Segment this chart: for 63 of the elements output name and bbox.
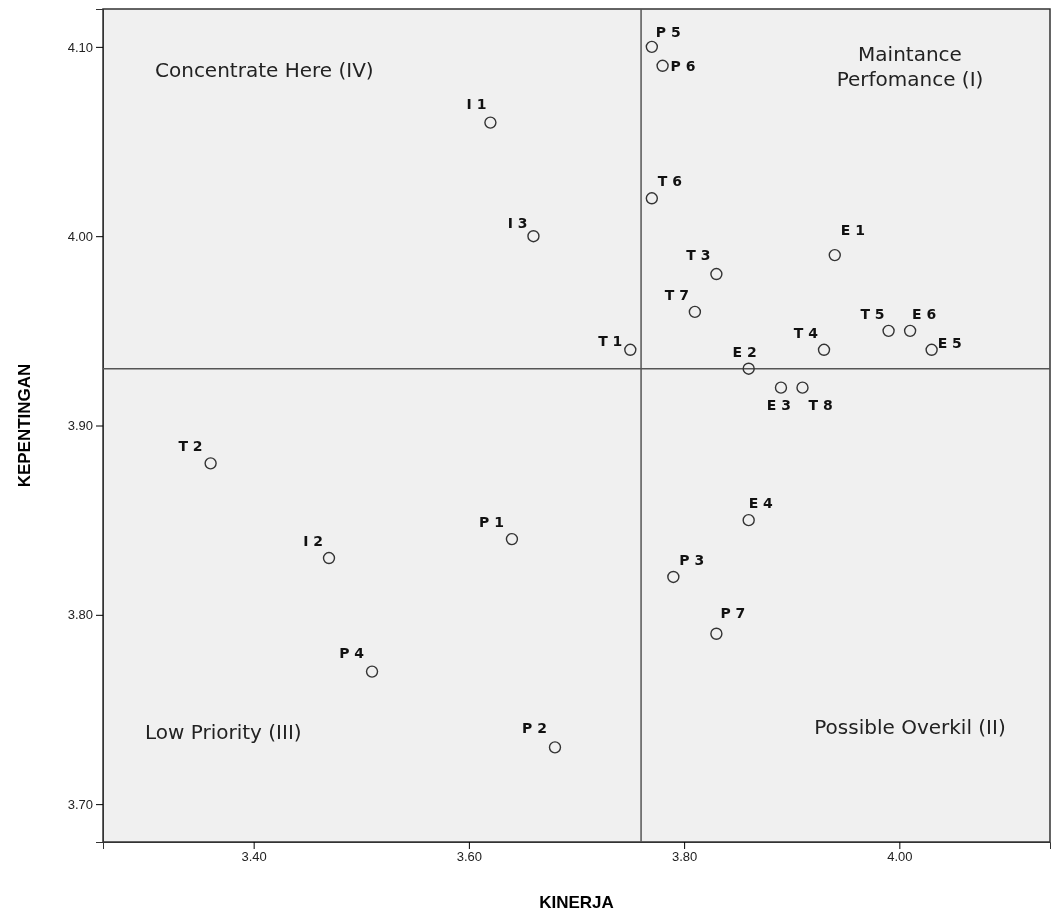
annotation: Possible Overkil (II) (814, 715, 1006, 739)
y-tick-label: 4.00 (67, 228, 93, 244)
point (505, 532, 519, 546)
point (903, 324, 917, 338)
point (796, 381, 809, 394)
annotation: P 7 (720, 604, 746, 621)
point (645, 40, 659, 54)
point (204, 457, 217, 470)
x-tick-label: 3.60 (456, 849, 483, 865)
x-axis-title: KINERJA (539, 893, 614, 912)
point (828, 248, 841, 262)
point (656, 59, 669, 72)
annotation: E 1 (840, 222, 865, 239)
y-tick-label: 4.10 (67, 39, 93, 55)
point (817, 343, 831, 356)
annotation: T 4 (793, 324, 819, 341)
annotation: T 8 (808, 396, 833, 413)
point (742, 362, 755, 375)
point (667, 570, 680, 584)
x-tick-label: 4.00 (887, 849, 913, 865)
annotation: E 5 (937, 334, 962, 351)
annotation: P 5 (655, 23, 681, 40)
point (365, 665, 379, 678)
annotation: P 3 (679, 551, 705, 568)
annotation: P 1 (479, 514, 504, 531)
point (645, 192, 659, 205)
point (527, 229, 540, 243)
annotation: P 6 (670, 57, 696, 74)
annotation: I 3 (507, 215, 528, 232)
annotation: T 6 (657, 173, 682, 190)
point (688, 305, 702, 319)
point (710, 627, 723, 640)
y-tick-label: 3.80 (67, 607, 93, 623)
annotation: T 3 (686, 247, 711, 264)
point (484, 116, 497, 129)
y-axis-title: KEPENTINGAN (15, 363, 34, 488)
annotation: P 2 (522, 720, 547, 737)
point (925, 343, 938, 356)
y-tick-label: 3.70 (67, 796, 93, 812)
annotation: Low Priority (III) (145, 720, 302, 744)
annotation: T 5 (860, 305, 885, 322)
point (624, 343, 637, 356)
annotation: Maintance Perfomance (I) (836, 42, 984, 91)
x-tick-label: 3.40 (241, 849, 267, 865)
annotation: I 1 (466, 95, 487, 112)
point (882, 324, 895, 338)
annotation: P 4 (339, 644, 365, 661)
annotation: E 4 (748, 495, 774, 512)
point (322, 551, 336, 565)
annotation: E 2 (732, 343, 757, 360)
annotation: Concentrate Here (IV) (155, 58, 374, 82)
annotation: T 2 (178, 438, 203, 455)
annotation: T 1 (598, 332, 623, 349)
point (774, 381, 788, 394)
point (548, 741, 562, 754)
annotation: I 2 (303, 533, 323, 550)
annotation: T 7 (664, 286, 689, 303)
annotation: E 6 (912, 305, 937, 322)
point (742, 513, 755, 527)
annotation: E 3 (766, 396, 792, 413)
x-tick-label: 3.80 (671, 849, 698, 865)
point (710, 267, 723, 281)
y-tick-label: 3.90 (67, 418, 93, 434)
